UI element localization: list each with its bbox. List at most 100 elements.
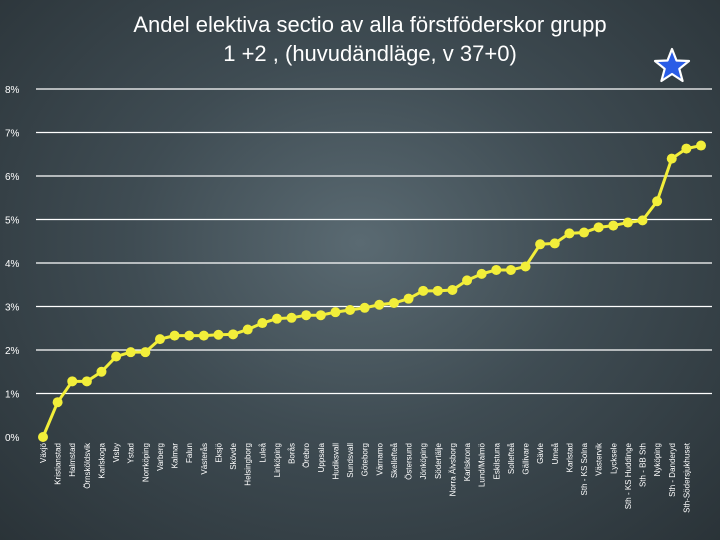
data-point: [301, 310, 312, 321]
chart-title-line-1: Andel elektiva sectio av alla förstföder…: [133, 12, 607, 37]
x-tick-label: Örebro: [302, 442, 311, 467]
y-tick-label: 3%: [5, 303, 20, 314]
star-icon: [653, 47, 691, 83]
data-point: [666, 153, 677, 164]
data-point: [418, 285, 429, 296]
data-point: [476, 268, 487, 279]
x-tick-label: Halmstad: [68, 443, 77, 477]
x-tick-label: Visby: [112, 443, 121, 462]
x-tick-label: Varberg: [156, 443, 165, 471]
data-point: [608, 220, 619, 231]
x-tick-label: Eksjö: [214, 442, 223, 462]
data-point: [242, 324, 253, 335]
y-tick-label: 8%: [5, 85, 20, 96]
x-tick-label: Södertälje: [434, 442, 443, 479]
data-point: [52, 397, 63, 408]
gridlines: [36, 88, 712, 395]
data-point: [549, 238, 560, 249]
data-point: [696, 140, 706, 151]
x-tick-label: Kalmar: [171, 443, 180, 469]
y-tick-label: 4%: [5, 259, 20, 270]
data-point: [564, 228, 575, 239]
x-tick-label: Västervik: [595, 442, 604, 476]
x-tick-label: Västerås: [200, 443, 209, 475]
x-tick-label: Skellefteå: [390, 442, 399, 478]
data-point: [535, 239, 546, 250]
data-point: [403, 293, 414, 304]
data-point: [228, 329, 239, 340]
y-tick-label: 0%: [5, 433, 20, 444]
data-point: [125, 347, 136, 358]
chart-title: Andel elektiva sectio av alla förstföder…: [70, 10, 670, 68]
x-tick-label: Lycksele: [609, 442, 618, 473]
data-point: [67, 376, 78, 387]
data-point: [462, 275, 473, 286]
x-tick-label: Värnamo: [375, 442, 384, 475]
data-point: [213, 329, 224, 340]
data-point: [622, 217, 633, 228]
x-tick-label: Eskilstuna: [492, 442, 501, 479]
x-tick-label: Sth - KS Huddinge: [624, 442, 633, 509]
data-point: [374, 299, 385, 310]
x-tick-label: Ystad: [127, 443, 136, 463]
x-tick-label: Karlskrona: [463, 442, 472, 481]
x-tick-label: Helsingborg: [244, 443, 253, 486]
x-tick-label: Nyköping: [653, 443, 662, 476]
x-tick-label: Norrköping: [141, 443, 150, 482]
x-tick-label: Sth - Danderyd: [668, 443, 677, 497]
x-tick-label: Uppsala: [317, 442, 326, 472]
x-tick-label: Jönköping: [419, 443, 428, 479]
x-tick-label: Östersund: [405, 443, 414, 480]
data-point: [81, 376, 92, 387]
x-axis-tick-labels: Växjö Kristianstad Halmstad Örnsköldsvik Kar…: [39, 442, 691, 513]
x-tick-label: Sundsvall: [346, 443, 355, 478]
data-point: [432, 285, 443, 296]
x-tick-label: Kristianstad: [54, 443, 63, 485]
data-point: [154, 334, 165, 345]
x-tick-label: Karlskoga: [97, 442, 106, 478]
data-point: [198, 330, 209, 341]
x-tick-label: Hudiksvall: [331, 443, 340, 480]
y-tick-label: 6%: [5, 172, 20, 183]
data-point: [38, 432, 48, 442]
data-point: [96, 366, 107, 377]
x-tick-label: Umeå: [551, 442, 560, 464]
data-point: [359, 302, 370, 313]
data-point: [345, 304, 356, 315]
data-point: [447, 284, 458, 295]
x-tick-label: Örnsköldsvik: [83, 442, 92, 489]
x-tick-label: Lund/Malmö: [478, 442, 487, 487]
x-tick-label: Sollefteå: [507, 442, 516, 474]
x-tick-label: Sth-Södersjukhuset: [682, 442, 691, 513]
x-tick-label: Gällivare: [522, 442, 531, 474]
data-point: [271, 313, 282, 324]
data-point: [520, 261, 531, 272]
x-tick-label: Växjö: [39, 442, 48, 463]
x-tick-label: Sth - KS Solna: [580, 442, 589, 495]
data-point: [169, 330, 180, 341]
y-tick-label: 2%: [5, 346, 20, 357]
x-tick-label: Norra Älvsborg: [448, 443, 457, 496]
data-point: [315, 310, 326, 321]
data-point: [257, 318, 268, 329]
data-point: [652, 196, 663, 207]
x-tick-label: Borås: [288, 443, 297, 464]
data-point: [505, 264, 516, 275]
x-tick-label: Sth - BB Sth: [639, 443, 648, 487]
data-point: [637, 215, 648, 226]
x-tick-label: Falun: [185, 443, 194, 463]
series-polyline: [41, 144, 702, 438]
data-point: [579, 227, 590, 238]
x-tick-label: Skövde: [229, 442, 238, 469]
x-tick-label: Karlstad: [565, 443, 574, 472]
x-tick-label: Gävle: [536, 442, 545, 463]
data-point: [286, 312, 297, 323]
x-tick-label: Göteborg: [361, 443, 370, 476]
chart-title-line-2: 1 +2 , (huvudändläge, v 37+0): [223, 41, 517, 66]
y-axis-tick-labels: 0% 1% 2% 3% 4% 5% 6% 7% 8%: [5, 85, 20, 444]
data-point: [681, 143, 692, 154]
data-point: [388, 298, 399, 309]
data-point: [140, 347, 151, 358]
y-tick-label: 5%: [5, 216, 20, 227]
